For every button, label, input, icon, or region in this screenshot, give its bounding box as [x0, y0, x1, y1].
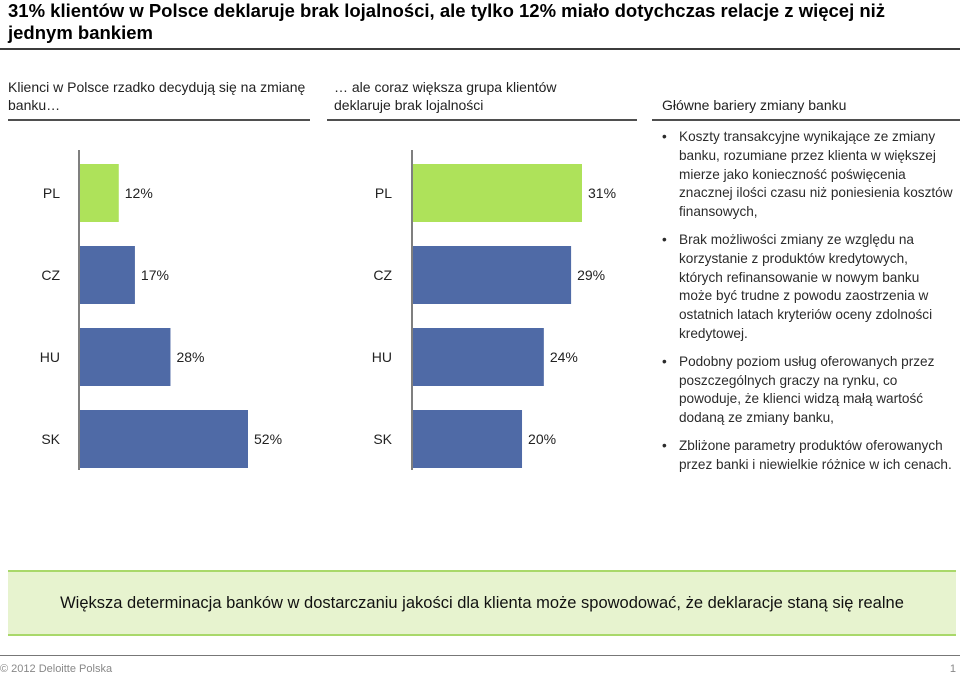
chart-disloyalty: PL 31% CZ 29% HU 24% SK 20% — [372, 150, 616, 470]
left-value-label: 17% — [141, 267, 169, 283]
barrier-text: Zbliżone parametry produktów oferowanych… — [679, 437, 952, 472]
chart-bank-relations: PL 12% CZ 17% HU 28% SK 52% — [40, 150, 282, 470]
right-category-label: PL — [375, 185, 392, 201]
bullet-icon: • — [662, 437, 667, 453]
slide-title: 31% klientów w Polsce deklaruje brak loj… — [8, 0, 886, 43]
right-category-label: CZ — [373, 267, 392, 283]
barrier-item-1: • Koszty transakcyjne wynikające ze zmian… — [660, 128, 955, 222]
right-bar-hu — [413, 328, 544, 386]
left-bar-sk — [80, 410, 248, 468]
left-category-label: CZ — [41, 267, 60, 283]
left-value-label: 52% — [254, 431, 282, 447]
footer-divider — [0, 655, 960, 656]
right-value-label: 20% — [528, 431, 556, 447]
left-column-heading: Klienci w Polsce rzadko decydują się na … — [8, 79, 306, 113]
left-column-rule — [8, 119, 310, 121]
barrier-text: Brak możliwości zmiany ze względu na kor… — [679, 231, 933, 341]
bullet-icon: • — [662, 353, 667, 369]
right-value-label: 29% — [577, 267, 605, 283]
right-value-label: 31% — [588, 185, 616, 201]
left-category-label: HU — [40, 349, 60, 365]
barrier-text: Koszty transakcyjne wynikające ze zmiany… — [679, 129, 953, 220]
barrier-item-2: • Brak możliwości zmiany ze względu na ko… — [660, 231, 955, 344]
barrier-item-4: • Zbliżone parametry produktów oferowanyc… — [660, 437, 955, 475]
bullet-icon: • — [662, 231, 667, 247]
right-category-label: HU — [372, 349, 392, 365]
barriers-list: • Koszty transakcyjne wynikające ze zmian… — [660, 128, 955, 484]
title-divider — [0, 48, 960, 50]
conclusion-banner: Większa determinacja banków w dostarczan… — [8, 570, 956, 636]
left-value-label: 12% — [125, 185, 153, 201]
right-category-label: SK — [373, 431, 392, 447]
left-bar-cz — [80, 246, 135, 304]
left-category-label: PL — [43, 185, 60, 201]
left-value-label: 28% — [176, 349, 204, 365]
middle-column-rule — [327, 119, 637, 121]
bullet-icon: • — [662, 129, 667, 144]
left-bar-pl — [80, 164, 119, 222]
right-bar-cz — [413, 246, 572, 304]
barrier-text: Podobny poziom usług oferowanych przez p… — [679, 353, 935, 426]
right-bar-sk — [413, 410, 523, 468]
conclusion-text: Większa determinacja banków w dostarczan… — [60, 593, 904, 612]
left-bar-hu — [80, 328, 171, 386]
middle-column-heading: … ale coraz większa grupa klientów dekla… — [334, 79, 557, 113]
right-value-label: 24% — [550, 349, 578, 365]
barrier-item-3: • Podobny poziom usług oferowanych przez … — [660, 353, 955, 428]
right-column-heading: Główne bariery zmiany banku — [662, 97, 847, 113]
page-number: 1 — [949, 663, 956, 675]
left-category-label: SK — [41, 431, 60, 447]
right-bar-pl — [413, 164, 582, 222]
copyright: © 2012 Deloitte Polska — [0, 663, 113, 675]
right-column-rule — [652, 119, 960, 121]
